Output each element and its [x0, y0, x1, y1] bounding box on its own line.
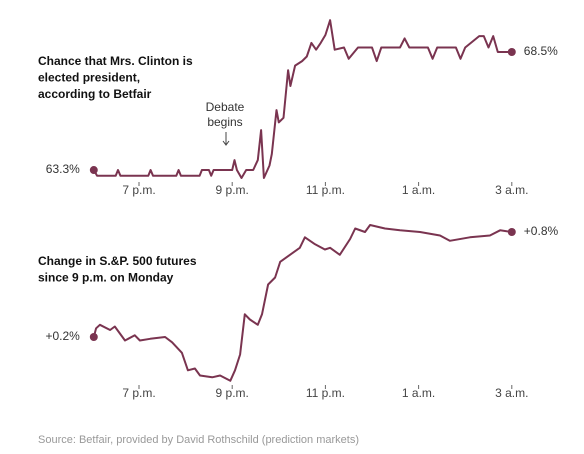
- annotation: begins: [207, 115, 242, 129]
- chart-title: Change in S.&P. 500 futures: [38, 254, 197, 268]
- chart-title: since 9 p.m. on Monday: [38, 271, 174, 285]
- source: Source: Betfair, provided by David Roths…: [38, 434, 359, 446]
- x-tick-label: 9 p.m.: [216, 183, 249, 197]
- end-dot: [507, 228, 516, 236]
- value-label: +0.2%: [45, 329, 80, 343]
- end-dot: [507, 48, 516, 56]
- annotation: Debate: [206, 100, 245, 114]
- value-label: +0.8%: [524, 224, 559, 238]
- x-tick-label: 9 p.m.: [216, 386, 249, 400]
- value-label: 68.5%: [524, 44, 558, 58]
- x-tick-label: 1 a.m.: [402, 183, 435, 197]
- x-tick-label: 7 p.m.: [122, 386, 155, 400]
- end-dot: [89, 166, 98, 175]
- chart-title: Chance that Mrs. Clinton is: [38, 54, 193, 68]
- x-tick-label: 1 a.m.: [402, 386, 435, 400]
- end-dot: [89, 333, 98, 341]
- x-tick-label: 3 a.m.: [495, 386, 528, 400]
- annotation-arrow-head: [222, 140, 230, 146]
- line: [92, 19, 512, 179]
- chart-title: according to Betfair: [38, 87, 152, 101]
- x-tick-label: 11 p.m.: [306, 183, 345, 197]
- x-tick-label: 11 p.m.: [306, 386, 345, 400]
- chart-title: elected president,: [38, 71, 140, 85]
- value-label: 63.3%: [46, 162, 80, 176]
- x-tick-label: 3 a.m.: [495, 183, 528, 197]
- line: [92, 224, 512, 382]
- x-tick-label: 7 p.m.: [122, 183, 155, 197]
